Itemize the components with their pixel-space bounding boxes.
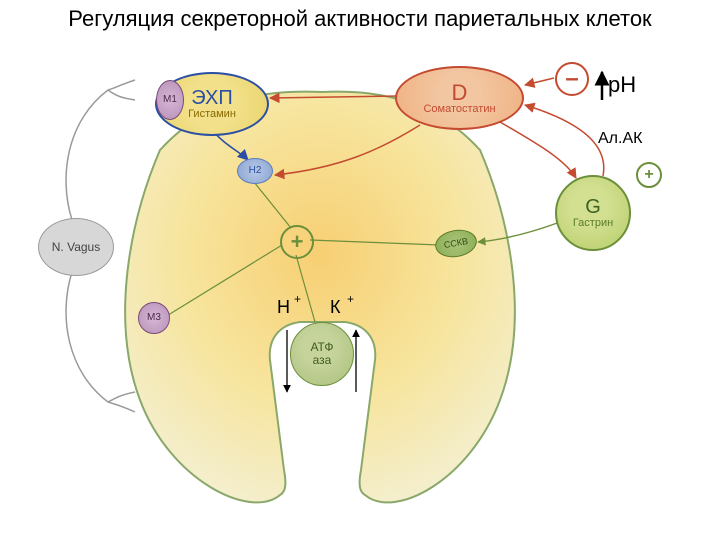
h2-label: Н2 bbox=[249, 166, 262, 177]
receptor-m1: М1 bbox=[156, 80, 184, 120]
plus-small-glyph: + bbox=[644, 167, 653, 183]
parietal-cell-shape bbox=[125, 92, 515, 503]
minus-glyph: – bbox=[565, 69, 578, 88]
k-ion: К bbox=[330, 297, 341, 318]
cckb-label: ССКВ bbox=[443, 237, 469, 251]
vagus-label: N. Vagus bbox=[52, 241, 100, 254]
g-sm: Гастрин bbox=[573, 218, 613, 230]
alak-label: Ал.АК bbox=[598, 130, 642, 148]
ecl-big: ЭХП bbox=[191, 88, 232, 109]
m1-label: М1 bbox=[163, 95, 177, 106]
receptor-h2: Н2 bbox=[237, 158, 273, 184]
ecl-sm: Гистамин bbox=[188, 109, 236, 121]
h-sup: + bbox=[294, 292, 301, 306]
d-sm: Соматостатин bbox=[423, 104, 495, 116]
plus-center-glyph: + bbox=[291, 231, 304, 253]
atp-l2: аза bbox=[313, 354, 332, 367]
k-sup: + bbox=[347, 292, 354, 306]
g-big: G bbox=[585, 197, 601, 218]
receptor-m3: М3 bbox=[138, 302, 170, 334]
vagus-node: N. Vagus bbox=[38, 218, 114, 276]
atpase-node: АТФ аза bbox=[290, 322, 354, 386]
d-cell-node: D Соматостатин bbox=[395, 66, 524, 130]
g-cell-node: G Гастрин bbox=[555, 175, 631, 251]
ph-label: рН bbox=[608, 72, 636, 98]
plus-center-ring: + bbox=[280, 225, 314, 259]
h-ion: Н bbox=[277, 297, 290, 318]
d-big: D bbox=[452, 81, 468, 104]
minus-ring: – bbox=[555, 62, 589, 96]
m3-label: М3 bbox=[147, 313, 161, 324]
plus-small-ring: + bbox=[636, 162, 662, 188]
